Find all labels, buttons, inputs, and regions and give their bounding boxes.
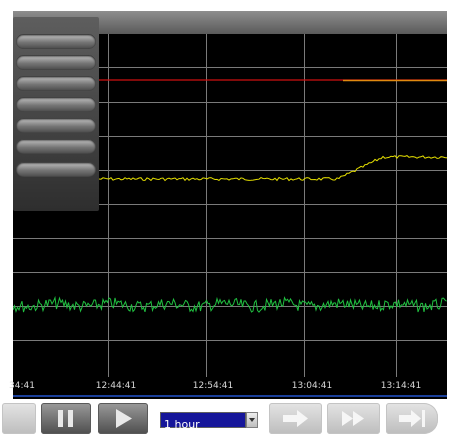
- time-range-dropdown-button[interactable]: [246, 412, 258, 428]
- time-tick-label: 12:54:41: [192, 381, 234, 391]
- time-range-select[interactable]: 1 hour: [160, 412, 246, 431]
- time-range-value: 1 hour: [164, 418, 200, 431]
- play-icon: [116, 409, 132, 428]
- arrow-right-icon: [283, 410, 308, 427]
- time-axis: 34:41 12:44:41 12:54:41 13:04:41 13:14:4…: [9, 377, 447, 399]
- trend-legend-panel: [13, 17, 99, 211]
- fast-forward-button[interactable]: [327, 403, 380, 434]
- pause-icon: [58, 410, 73, 427]
- skip-to-end-icon: [399, 410, 425, 427]
- legend-button[interactable]: [16, 162, 96, 177]
- vertical-gridlines: [108, 34, 397, 377]
- time-tick-label: 34:41: [9, 381, 35, 391]
- play-button[interactable]: [98, 403, 148, 434]
- step-forward-button[interactable]: [269, 403, 322, 434]
- chart-title-bar: [13, 11, 447, 34]
- skip-to-end-button[interactable]: [386, 403, 438, 434]
- rewind-button[interactable]: [2, 403, 36, 434]
- time-tick-label: 13:14:41: [380, 381, 422, 391]
- time-tick-label: 12:44:41: [95, 381, 137, 391]
- legend-button[interactable]: [16, 76, 96, 91]
- green-trace: [13, 295, 447, 314]
- yellow-trace: [98, 155, 447, 182]
- chevron-down-icon: [249, 418, 255, 422]
- time-tick-label: 13:04:41: [291, 381, 333, 391]
- legend-button[interactable]: [16, 118, 96, 133]
- time-axis-rule: [13, 395, 447, 397]
- legend-button[interactable]: [16, 139, 96, 154]
- pause-button[interactable]: [41, 403, 91, 434]
- fast-forward-icon: [342, 411, 364, 426]
- legend-button[interactable]: [16, 55, 96, 70]
- legend-button[interactable]: [16, 34, 96, 49]
- legend-button[interactable]: [16, 97, 96, 112]
